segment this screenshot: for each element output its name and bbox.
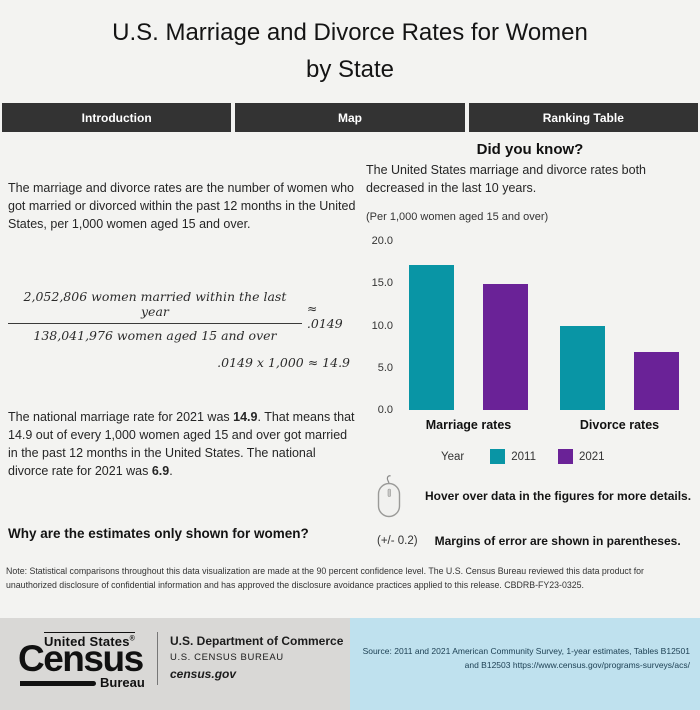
- intro-paragraph-2: The national marriage rate for 2021 was …: [8, 408, 356, 481]
- dept-census-bureau: U.S. CENSUS BUREAU: [170, 652, 284, 663]
- formula-result: ≈ .0149: [306, 301, 343, 331]
- disclosure-note: Note: Statistical comparisons throughout…: [6, 566, 644, 590]
- p2-text: . That means that 14.9 out of every 1,00…: [8, 410, 355, 479]
- category-label: Divorce rates: [579, 418, 660, 432]
- logo-underline-bar: [20, 681, 96, 686]
- y-axis-tick: 15.0: [371, 277, 393, 290]
- page-title-line2: by State: [305, 56, 395, 83]
- registered-mark: ®: [129, 635, 136, 643]
- footer: United States® Census Bureau U.S. Depart…: [0, 618, 700, 710]
- legend-item-2021[interactable]: 2021: [557, 449, 605, 464]
- category-label: Marriage rates: [425, 418, 512, 432]
- bar-chart: 20.0 15.0 10.0 5.0 0.0 Marriage rates Divorce …: [365, 235, 695, 441]
- logo-census-wordmark: Census: [18, 638, 144, 679]
- department-block: U.S. Department of Commerce U.S. CENSUS …: [170, 634, 343, 681]
- rate-formula: 2,052,806 women married within the last …: [8, 289, 356, 370]
- tab-bar: Introduction Map Ranking Table: [2, 103, 698, 132]
- formula-line2: .0149 x 1,000 ≈ 14.9: [217, 355, 350, 370]
- page-title: U.S. Marriage and Divorce Rates for Wome…: [0, 14, 700, 88]
- footer-divider: [157, 632, 158, 685]
- bar-divorce-rates-2011[interactable]: [560, 325, 605, 410]
- bar-marriage-rates-2011[interactable]: [409, 264, 454, 410]
- did-you-know-heading: Did you know?: [476, 141, 584, 158]
- formula-fraction: 2,052,806 women married within the last …: [8, 289, 302, 343]
- census-gov-link[interactable]: census.gov: [170, 667, 237, 681]
- hover-hint-text: Hover over data in the figures for more …: [425, 489, 692, 503]
- logo-united-states-text: United States: [44, 634, 130, 649]
- y-axis-tick: 10.0: [371, 319, 393, 332]
- formula-denominator: 138,041,976 women aged 15 and over: [33, 328, 277, 343]
- intro-paragraph-1: The marriage and divorce rates are the n…: [8, 181, 356, 232]
- footer-left-panel: United States® Census Bureau U.S. Depart…: [0, 618, 350, 710]
- y-axis-tick: 20.0: [371, 235, 393, 247]
- page-title-line1: U.S. Marriage and Divorce Rates for Wome…: [112, 19, 588, 46]
- y-axis-tick: 0.0: [377, 404, 393, 416]
- source-citation: Source: 2011 and 2021 American Community…: [362, 646, 690, 671]
- tab-map[interactable]: Map: [235, 103, 465, 132]
- y-axis-tick: 5.0: [377, 361, 393, 374]
- p2-text: .: [169, 464, 173, 479]
- legend-swatch-2011: [490, 449, 506, 464]
- bar-divorce-rates-2021[interactable]: [634, 351, 679, 410]
- p2-text: The national marriage rate for 2021 was: [8, 410, 234, 424]
- formula-numerator: 2,052,806 women married within the last …: [8, 289, 302, 324]
- why-women-question: Why are the estimates only shown for wom…: [8, 526, 309, 541]
- moe-hint-text: Margins of error are shown in parenthese…: [434, 534, 681, 548]
- dept-commerce: U.S. Department of Commerce: [170, 634, 344, 648]
- marriage-rate-value: 14.9: [233, 410, 258, 424]
- logo-bureau: Bureau: [100, 675, 145, 690]
- legend-item-2011[interactable]: 2011: [490, 449, 536, 464]
- mouse-icon: [377, 475, 401, 518]
- moe-hint-row: (+/- 0.2) Margins of error are shown in …: [377, 534, 697, 548]
- legend-title: Year: [441, 450, 465, 463]
- chart-unit-note: (Per 1,000 women aged 15 and over): [366, 211, 549, 223]
- legend-label-2011: 2011: [511, 450, 536, 463]
- hover-hint-row: Hover over data in the figures for more …: [375, 474, 695, 518]
- logo-united-states: United States®: [44, 632, 136, 649]
- bar-marriage-rates-2021[interactable]: [483, 284, 528, 410]
- divorce-rate-value: 6.9: [151, 464, 170, 479]
- tab-ranking-table[interactable]: Ranking Table: [468, 103, 698, 132]
- footer-right-panel: Source: 2011 and 2021 American Community…: [350, 618, 700, 710]
- did-you-know-text: The United States marriage and divorce r…: [366, 163, 647, 195]
- chart-legend: Year 2011 2021: [365, 449, 695, 464]
- tab-introduction[interactable]: Introduction: [2, 103, 232, 132]
- moe-example: (+/- 0.2): [377, 535, 418, 547]
- legend-label-2021: 2021: [578, 450, 605, 463]
- legend-swatch-2021: [557, 449, 573, 464]
